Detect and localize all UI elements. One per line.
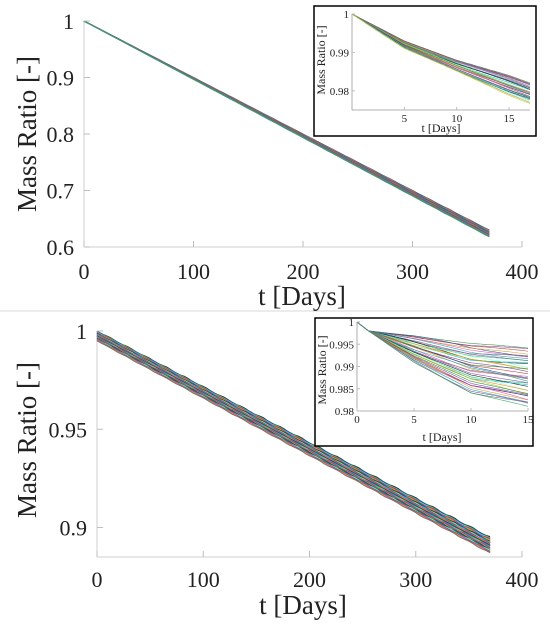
series-line [356,321,529,357]
y-tick-label: 0.9 [60,516,88,541]
series-line [356,321,529,359]
y-tick-label: 0.995 [329,339,354,351]
y-tick-label: 1 [344,9,350,21]
x-axis-label: t [Days] [422,121,461,135]
chart-top-main: 0 100 200 300 400 0.6 0.7 0.8 0.9 1 t [Days] Mass R… [12,9,539,311]
x-axis-label: t [Days] [259,590,347,620]
y-tick-label: 1 [63,9,74,34]
series-line [83,20,490,238]
y-axis-label: Mass Ratio [-] [314,25,328,94]
series-line [356,321,529,407]
chart-bottom-inset: 0 5 10 15 0.98 0.985 0.99 0.995 1 t [Days] Mass Ra… [314,317,535,447]
series-line [356,321,529,386]
x-tick-label: 100 [187,567,220,592]
series-line [351,13,531,104]
series-group [96,330,491,554]
series-line [356,321,529,379]
chart-top-inset: 5 10 15 0.98 0.99 1 t [Days] Mass Ratio [-] [313,5,537,137]
y-tick-label: 1 [349,317,355,329]
x-tick-label: 5 [411,414,417,426]
inset-frame [313,5,537,137]
x-tick-label: 100 [177,259,210,284]
x-tick-label: 5 [402,113,408,125]
x-tick-label: 0 [92,567,103,592]
series-line [356,321,529,396]
y-tick-label: 0.98 [330,86,350,98]
y-tick-label: 0.7 [47,179,75,204]
x-axis-label: t [Days] [423,430,462,444]
x-tick-label: 10 [466,414,478,426]
series-line [96,340,491,553]
y-tick-label: 0.95 [49,417,88,442]
x-tick-label: 300 [399,567,432,592]
y-tick-label: 0.99 [330,47,350,59]
x-tick-label: 400 [506,567,539,592]
x-tick-label: 300 [396,259,429,284]
y-tick-label: 1 [76,319,87,344]
series-line [96,337,491,550]
series-line [96,333,491,544]
y-tick-label: 0.9 [47,66,75,91]
series-line [356,321,528,364]
series-line [356,321,529,401]
x-tick-label: 15 [523,414,535,426]
y-tick-label: 0.99 [335,362,355,374]
y-axis-label: Mass Ratio [-] [315,335,329,404]
x-tick-label: 200 [287,259,320,284]
series-group [356,321,529,407]
y-tick-label: 0.8 [47,122,75,147]
x-axis-label: t [Days] [258,281,346,311]
x-tick-label: 200 [293,567,326,592]
series-group [351,13,531,104]
x-tick-label: 10 [451,113,463,125]
y-tick-label: 0.985 [329,384,354,396]
x-tick-label: 15 [504,113,516,125]
y-tick-label: 0.98 [335,406,355,418]
y-axis-label: Mass Ratio [-] [12,362,42,518]
y-axis-label: Mass Ratio [-] [12,56,42,212]
y-tick-label: 0.6 [47,235,75,260]
inset-frame [314,317,534,447]
x-tick-label: 0 [354,414,360,426]
x-tick-label: 400 [506,259,539,284]
series-group [83,20,490,238]
x-tick-label: 0 [79,259,90,284]
